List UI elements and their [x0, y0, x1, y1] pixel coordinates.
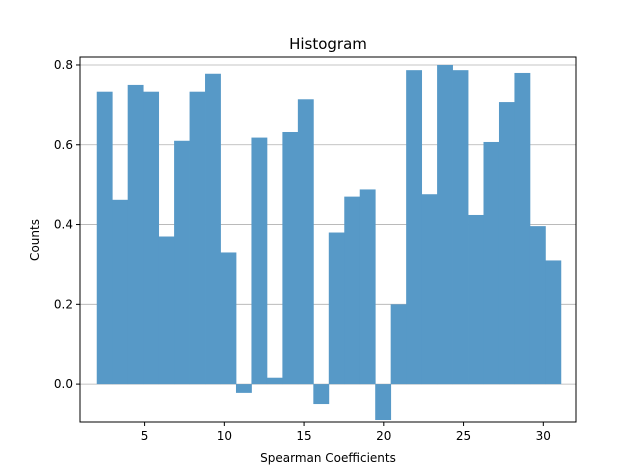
- x-tick-label: 5: [141, 429, 149, 443]
- x-axis-ticks: 5 10 15 20 25 30: [141, 422, 551, 443]
- histogram-bar: [406, 70, 423, 385]
- y-tick-label: 0.0: [54, 377, 73, 391]
- histogram-bar: [344, 196, 361, 385]
- histogram-bar: [205, 73, 221, 385]
- plot-frame: [79, 56, 577, 423]
- x-tick-label: 20: [376, 429, 391, 443]
- histogram-bar: [545, 260, 562, 385]
- x-tick-label: 30: [536, 429, 551, 443]
- histogram-bars: [96, 64, 562, 421]
- histogram-bar: [437, 64, 453, 385]
- histogram-bar: [174, 140, 190, 385]
- histogram-bar: [220, 252, 237, 385]
- y-axis-label: Counts: [28, 219, 42, 261]
- y-tick-label: 0.4: [54, 218, 73, 232]
- histogram-bar: [189, 91, 206, 385]
- histogram-bar: [313, 384, 330, 405]
- y-axis-ticks: 0.0 0.2 0.4 0.6 0.8: [54, 58, 80, 391]
- histogram-bar: [112, 199, 129, 385]
- histogram-bar: [235, 384, 252, 393]
- chart-title: Histogram: [289, 35, 367, 53]
- histogram-bar: [297, 99, 314, 385]
- histogram-bar: [421, 194, 438, 385]
- x-axis-label: Spearman Coefficients: [260, 451, 396, 465]
- histogram-bar: [328, 232, 345, 385]
- histogram-bar: [375, 384, 392, 421]
- histogram-bar: [359, 189, 376, 385]
- x-tick-label: 10: [217, 429, 232, 443]
- histogram-bar: [282, 131, 299, 385]
- y-tick-label: 0.6: [54, 138, 73, 152]
- histogram-bar: [529, 226, 546, 385]
- histogram-bar: [452, 70, 469, 385]
- histogram-bar: [158, 236, 175, 385]
- histogram-bar: [96, 91, 113, 385]
- x-tick-label: 15: [296, 429, 311, 443]
- histogram-bar: [514, 72, 531, 385]
- y-tick-label: 0.8: [54, 58, 73, 72]
- histogram-bar: [251, 137, 268, 385]
- histogram-bar: [127, 84, 144, 385]
- x-tick-label: 25: [456, 429, 471, 443]
- histogram-bar: [266, 377, 283, 385]
- histogram-bar: [143, 91, 160, 385]
- histogram-bar: [390, 304, 407, 385]
- histogram-bar: [498, 102, 515, 385]
- histogram-bar: [468, 214, 484, 385]
- y-tick-label: 0.2: [54, 297, 73, 311]
- histogram-bar: [483, 141, 500, 385]
